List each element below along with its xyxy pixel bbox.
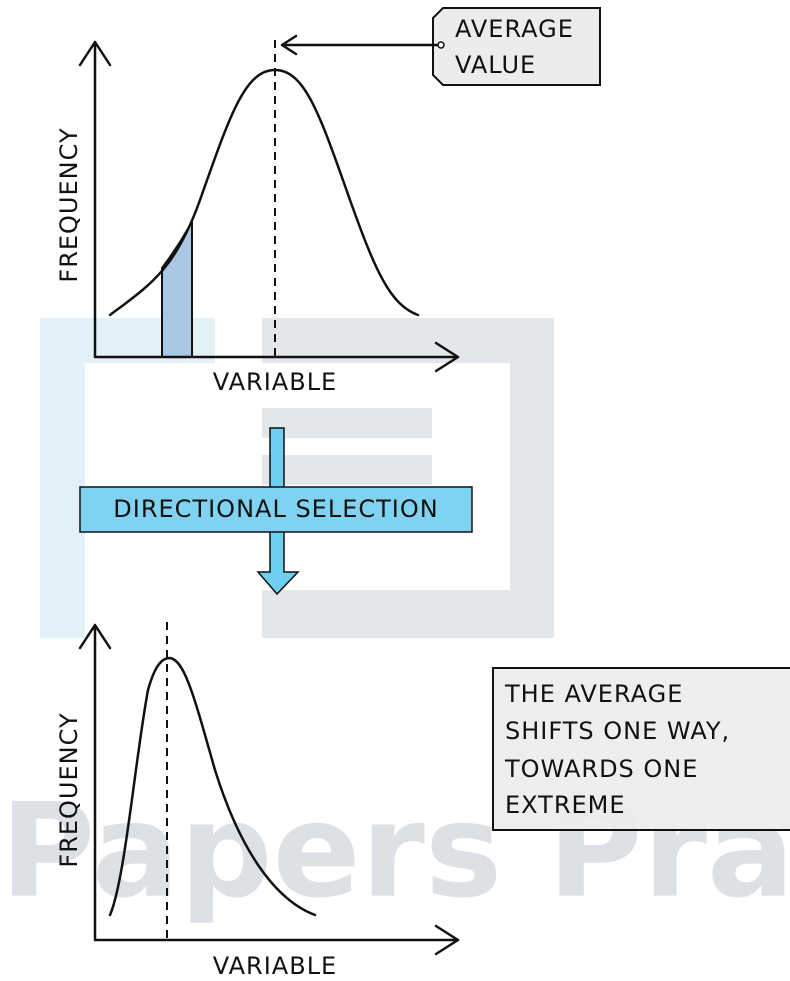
tag-hole xyxy=(437,41,445,49)
skewed-curve xyxy=(108,656,317,917)
note-box xyxy=(492,667,790,831)
x-label: VARIABLE xyxy=(213,952,337,980)
note-text: EXTREME xyxy=(505,791,626,819)
shaded-area xyxy=(161,218,193,358)
callout-arrow xyxy=(280,34,442,56)
axes xyxy=(78,623,460,956)
y-label: FREQUENCY xyxy=(55,712,83,867)
note-text: THE AVERAGE xyxy=(504,680,683,708)
note-text: TOWARDS ONE xyxy=(504,755,698,783)
watermark-logo xyxy=(40,318,554,638)
callout-tag xyxy=(432,7,601,86)
process-text: DIRECTIONAL SELECTION xyxy=(113,495,438,523)
callout-text: AVERAGE xyxy=(455,15,574,43)
x-label: VARIABLE xyxy=(213,368,337,396)
process-box xyxy=(79,486,473,533)
bell-curve xyxy=(108,68,420,317)
y-label: FREQUENCY xyxy=(55,127,83,282)
note-text: SHIFTS ONE WAY, xyxy=(505,717,730,745)
callout-text: VALUE xyxy=(455,51,536,79)
axes xyxy=(78,40,460,373)
